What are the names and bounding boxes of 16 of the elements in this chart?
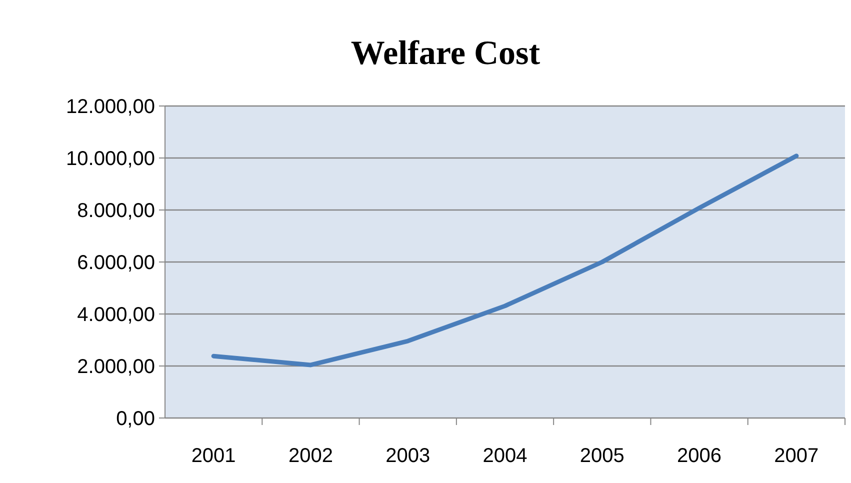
line-series [211,154,799,368]
x-tick-label: 2002 [288,445,333,467]
y-tick-label: 0,00 [116,408,155,430]
x-tick-label: 2006 [677,445,722,467]
x-tick-label: 2003 [386,445,430,467]
y-tick-label: 10.000,00 [66,148,155,170]
x-tick-label: 2005 [580,445,624,467]
y-tick-label: 12.000,00 [66,96,155,118]
y-tick-label: 2.000,00 [77,356,155,378]
x-tick-label: 2001 [191,445,236,467]
y-tick-label: 4.000,00 [77,304,155,326]
x-tick-label: 2007 [774,445,819,467]
chart-title: Welfare Cost [350,35,541,72]
y-tick-label: 8.000,00 [77,200,155,222]
y-tick-label: 6.000,00 [77,252,155,274]
x-tick-label: 2004 [482,445,528,467]
